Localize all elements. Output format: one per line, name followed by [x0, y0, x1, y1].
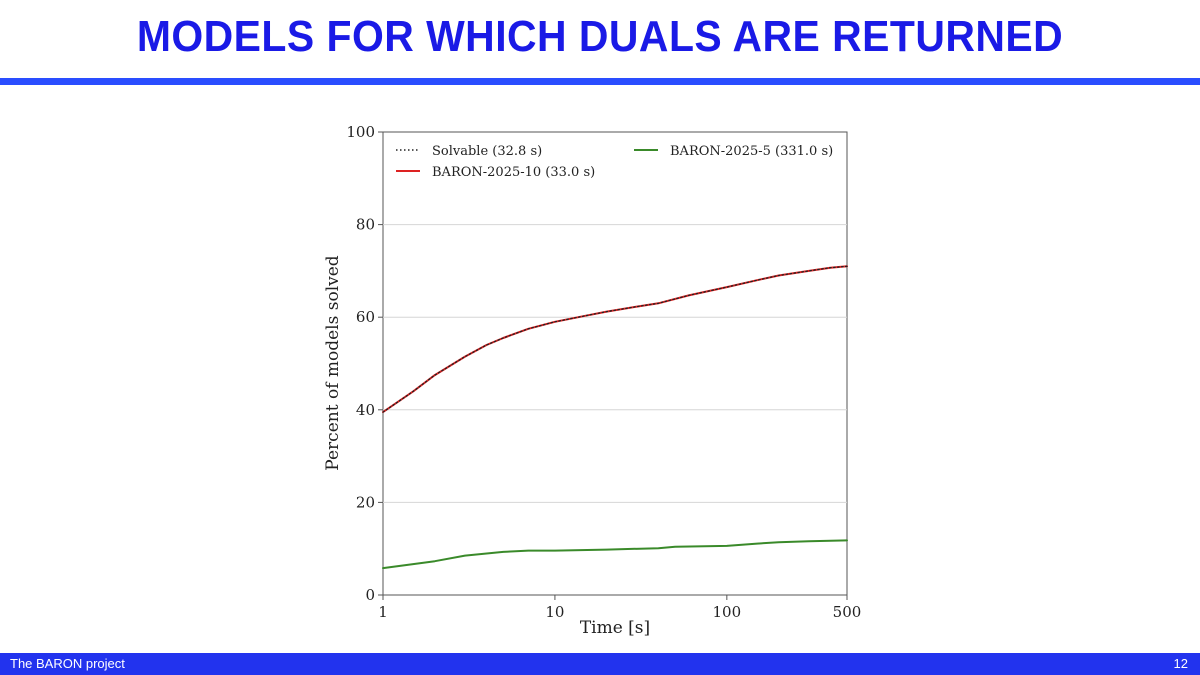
y-tick-label: 20: [356, 493, 375, 511]
series-solvable-line: [382, 265, 848, 413]
y-tick-label: 60: [356, 308, 375, 326]
footer-project-name: The BARON project: [10, 656, 125, 671]
axis-ticks: 0 20 40 60 80 100 1 10 100 500: [346, 123, 861, 621]
y-tick-label: 40: [356, 401, 375, 419]
line-chart: 0 20 40 60 80 100 1 10 100 500 Time [s] Percent o…: [323, 123, 861, 638]
series-lines: [382, 265, 848, 570]
y-tick-label: 100: [346, 123, 375, 141]
x-tick-label: 1: [378, 603, 388, 621]
y-tick-label: 80: [356, 216, 375, 234]
y-axis-label: Percent of models solved: [323, 255, 343, 470]
plot-area: [382, 131, 848, 596]
x-tick-label: 100: [713, 603, 742, 621]
slide-title: MODELS FOR WHICH DUALS ARE RETURNED: [136, 12, 1064, 61]
x-tick-label: 500: [833, 603, 862, 621]
title-divider: [0, 78, 1200, 85]
slide-footer: The BARON project 12: [0, 653, 1200, 675]
legend-label-solvable: Solvable (32.8 s): [432, 144, 542, 159]
y-tick-label: 0: [365, 586, 375, 604]
legend: Solvable (32.8 s) BARON-2025-10 (33.0 s)…: [396, 144, 833, 180]
legend-label-baron-2025-10: BARON-2025-10 (33.0 s): [432, 165, 595, 180]
chart-container: 0 20 40 60 80 100 1 10 100 500 Time [s] Percent o…: [300, 110, 880, 650]
x-axis-label: Time [s]: [580, 618, 650, 638]
legend-label-baron-2025-5: BARON-2025-5 (331.0 s): [670, 144, 833, 159]
grid-lines: [383, 224, 847, 503]
series-baron-2025-5-line: [382, 539, 848, 570]
x-tick-label: 10: [545, 603, 564, 621]
slide-number: 12: [1173, 656, 1188, 671]
